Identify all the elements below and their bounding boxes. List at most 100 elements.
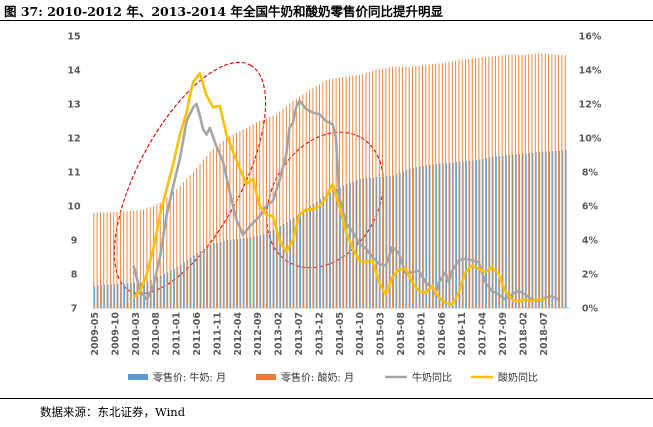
x-tick-label: 2013-12 [314,312,325,356]
milk-price-bar [482,158,484,308]
milk-price-bar [449,162,451,308]
yogurt-price-bar [355,75,357,308]
yogurt-price-bar [96,212,98,308]
milk-price-bar [542,151,544,308]
yogurt-price-bar [551,54,553,308]
milk-price-bar [363,178,365,308]
yogurt-price-bar [445,62,447,308]
yogurt-price-bar [212,148,214,308]
yogurt-price-bar [222,140,224,308]
yogurt-price-bar [275,114,277,308]
yogurt-price-bar [239,131,241,308]
milk-price-bar [197,253,199,308]
yogurt-price-bar [485,57,486,308]
yogurt-price-bar [312,88,314,308]
milk-price-bar [130,283,132,308]
yogurt-price-bar [309,90,311,309]
milk-price-bar [406,169,408,308]
milk-price-bar [137,282,139,308]
legend-label: 牛奶同比 [412,371,452,384]
milk-price-bar [549,151,550,308]
yogurt-price-bar [385,67,387,309]
x-tick-label: 2010-08 [151,312,162,356]
milk-price-bar [313,203,315,308]
milk-price-bar [227,240,228,308]
legend-label: 零售价: 酸奶: 月 [281,371,354,384]
yogurt-price-bar [461,59,463,309]
milk-price-bar [442,163,444,308]
milk-price-bar [180,264,182,308]
y-left-tick-label: 13 [67,100,80,111]
milk-price-bar [436,164,438,308]
milk-price-bar [379,176,381,308]
yogurt-price-bar [176,189,178,308]
yogurt-price-bar [544,53,546,309]
milk-price-bar [114,284,116,308]
milk-price-bar [276,228,278,308]
milk-price-bar [316,201,318,308]
yogurt-price-bar [229,136,231,308]
milk-price-bar [97,285,99,308]
yogurt-price-bar [285,106,287,308]
yogurt-price-bar [116,211,118,308]
y-right-tick-label: 8% [582,168,599,179]
milk-price-bar [280,226,282,308]
milk-price-bar [183,262,185,308]
x-tick-label: 2010-03 [131,312,142,356]
milk-price-bar [416,167,418,308]
yogurt-price-bar [169,194,171,308]
legend-swatch [128,374,148,380]
yogurt-price-bar [329,79,330,309]
yogurt-price-bar [126,211,128,308]
yogurt-price-bar [375,70,377,308]
x-tick-label: 2015-03 [376,312,387,356]
milk-price-bar [110,284,112,308]
milk-price-bar [495,156,497,308]
yogurt-price-bar [521,54,523,309]
milk-price-bar [366,178,368,308]
milk-price-bar [243,238,245,308]
milk-price-bar [485,158,487,308]
x-tick-label: 2016-06 [437,312,448,356]
legend: 零售价: 牛奶: 月 零售价: 酸奶: 月 牛奶同比 酸奶同比 [128,371,538,384]
milk-price-bar [260,234,262,308]
y-left-tick-label: 10 [67,202,81,213]
yogurt-price-bar [541,53,543,308]
milk-price-bar [466,161,467,308]
yogurt-price-bar [322,82,324,309]
yogurt-price-bar [538,53,540,309]
yogurt-price-bar [528,54,530,308]
yogurt-price-bar [514,54,516,309]
milk-price-bar [393,175,394,308]
yogurt-price-bar [491,56,493,309]
x-tick-label: 2014-10 [355,312,366,356]
yogurt-price-bar [448,61,450,309]
yogurt-price-bar [219,143,221,308]
x-tick-label: 2018-07 [539,312,550,356]
yogurt-price-bar [246,127,247,308]
milk-price-bar [552,151,554,308]
yogurt-price-bar [458,59,460,308]
yogurt-price-bar [136,210,138,308]
x-tick-label: 2018-02 [518,312,529,356]
yogurt-price-bar [295,98,297,308]
yogurt-price-bar [342,76,344,308]
milk-price-bar [217,243,218,308]
milk-price-bar [230,239,232,308]
milk-price-bar [469,160,471,308]
milk-price-bar [562,150,564,308]
yogurt-price-bar [518,54,520,309]
milk-price-bar [432,164,434,308]
milk-price-bar [296,215,298,308]
milk-price-bar [240,238,242,308]
yogurt-price-bar [242,129,244,308]
milk-price-bar [290,219,292,308]
yogurt-price-bar [418,65,420,308]
yogurt-price-bar [495,56,496,309]
y-left-tick-label: 14 [67,66,81,77]
milk-price-bar [94,285,96,308]
milk-price-bar [429,164,431,308]
yogurt-price-bar [299,96,301,309]
yogurt-price-bar [192,172,194,308]
milk-price-bar [419,166,421,308]
